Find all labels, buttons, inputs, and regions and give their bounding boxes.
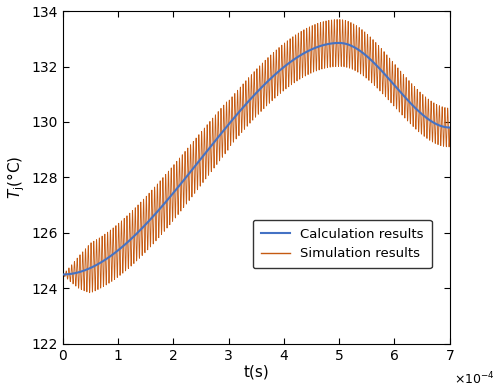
Y-axis label: $T_{\mathrm{j}}$(°C): $T_{\mathrm{j}}$(°C) <box>6 156 27 199</box>
Text: $\times 10^{-4}$: $\times 10^{-4}$ <box>454 370 494 387</box>
Legend: Calculation results, Simulation results: Calculation results, Simulation results <box>252 220 432 268</box>
X-axis label: t(s): t(s) <box>244 364 269 379</box>
